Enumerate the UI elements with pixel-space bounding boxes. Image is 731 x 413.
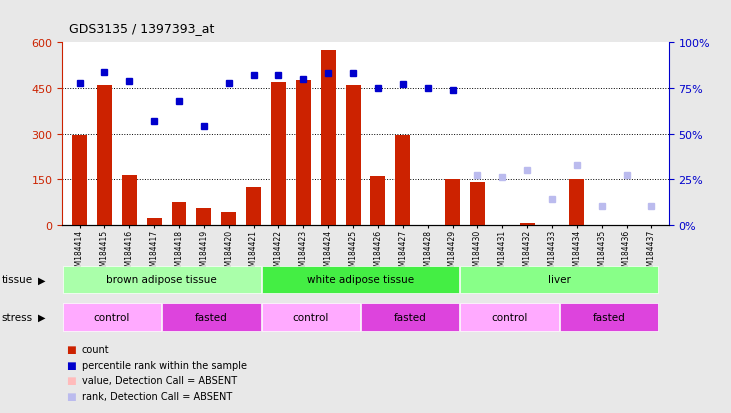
Text: control: control: [94, 312, 130, 322]
Text: fasted: fasted: [593, 312, 626, 322]
Bar: [346, 86, 360, 225]
Bar: [371, 177, 385, 225]
Text: white adipose tissue: white adipose tissue: [307, 275, 414, 285]
Text: percentile rank within the sample: percentile rank within the sample: [82, 360, 247, 370]
Bar: [197, 209, 211, 225]
Bar: [162, 303, 260, 331]
Bar: [271, 83, 286, 225]
Bar: [122, 176, 137, 225]
Bar: [470, 183, 485, 225]
Bar: [445, 180, 460, 225]
Text: brown adipose tissue: brown adipose tissue: [106, 275, 217, 285]
Bar: [72, 136, 87, 225]
Bar: [520, 223, 534, 225]
Text: tissue: tissue: [1, 275, 33, 285]
Bar: [97, 86, 112, 225]
Text: fasted: fasted: [195, 312, 227, 322]
Text: control: control: [292, 312, 329, 322]
Text: control: control: [491, 312, 528, 322]
Bar: [262, 303, 360, 331]
Bar: [395, 136, 410, 225]
Text: ▶: ▶: [38, 275, 45, 285]
Bar: [461, 266, 659, 294]
Bar: [321, 51, 336, 225]
Text: ■: ■: [66, 375, 75, 385]
Text: ■: ■: [66, 344, 75, 354]
Bar: [246, 187, 261, 225]
Bar: [262, 266, 460, 294]
Bar: [63, 303, 161, 331]
Text: liver: liver: [548, 275, 571, 285]
Text: ▶: ▶: [38, 312, 45, 322]
Text: GDS3135 / 1397393_at: GDS3135 / 1397393_at: [69, 22, 215, 35]
Bar: [361, 303, 460, 331]
Text: count: count: [82, 344, 110, 354]
Bar: [569, 180, 584, 225]
Text: fasted: fasted: [394, 312, 427, 322]
Text: ■: ■: [66, 391, 75, 401]
Bar: [461, 303, 559, 331]
Text: rank, Detection Call = ABSENT: rank, Detection Call = ABSENT: [82, 391, 232, 401]
Text: ■: ■: [66, 360, 75, 370]
Text: value, Detection Call = ABSENT: value, Detection Call = ABSENT: [82, 375, 237, 385]
Bar: [63, 266, 260, 294]
Bar: [221, 213, 236, 225]
Bar: [296, 81, 311, 225]
Text: stress: stress: [1, 312, 33, 322]
Bar: [172, 202, 186, 225]
Bar: [147, 218, 162, 225]
Bar: [560, 303, 659, 331]
